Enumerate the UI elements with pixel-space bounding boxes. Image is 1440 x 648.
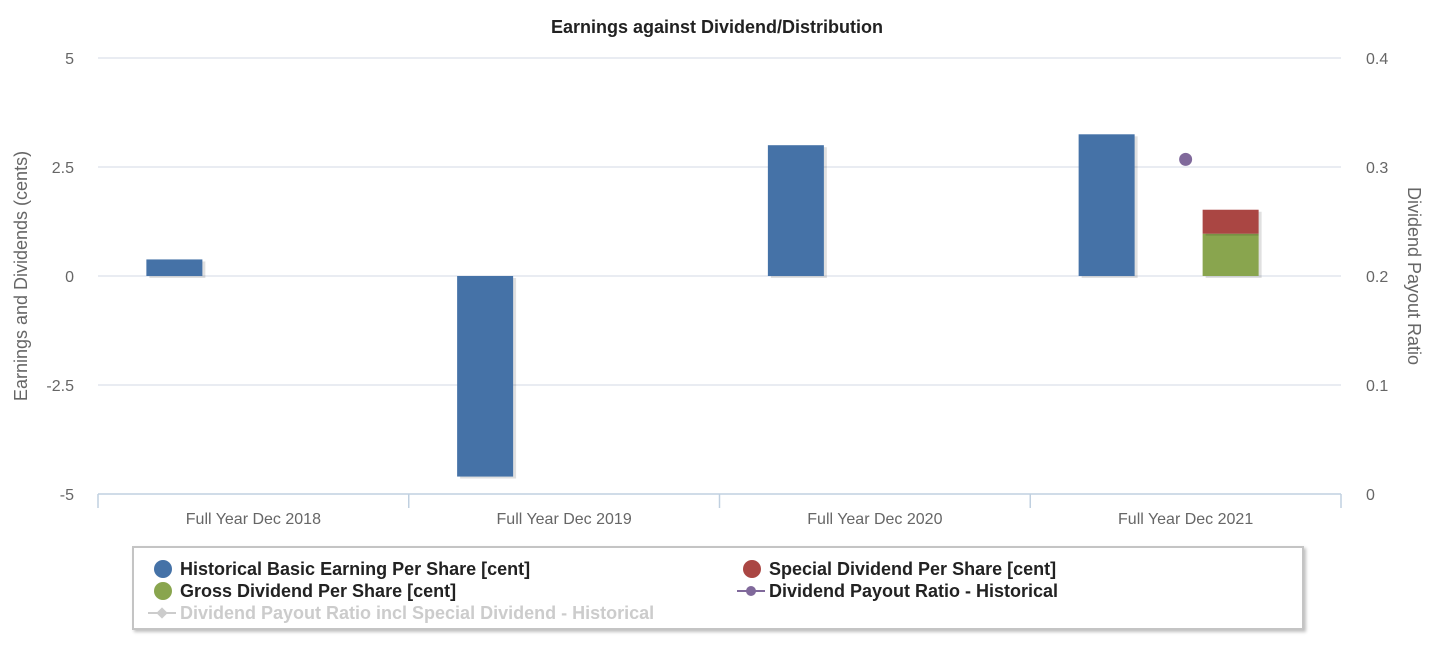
point-payout-ratio[interactable] bbox=[1179, 152, 1193, 166]
y-left-tick-label: -2.5 bbox=[46, 378, 74, 395]
x-tick-label: Full Year Dec 2018 bbox=[186, 511, 321, 528]
legend-marker-earnings-icon bbox=[146, 558, 176, 580]
legend-marker-gross-dividend-icon bbox=[146, 580, 176, 602]
y-axis-left-title: Earnings and Dividends (cents) bbox=[11, 151, 31, 401]
legend-label-payout-ratio: Dividend Payout Ratio - Historical bbox=[769, 580, 1059, 601]
bar-earnings[interactable] bbox=[1078, 134, 1135, 276]
bar-earnings[interactable] bbox=[457, 276, 514, 477]
bar-special-dividend[interactable] bbox=[1202, 209, 1259, 234]
y-right-tick-label: 0.4 bbox=[1366, 51, 1388, 68]
legend: Historical Basic Earning Per Share [cent… bbox=[132, 546, 1304, 630]
y-right-tick-label: 0.2 bbox=[1366, 269, 1388, 286]
y-right-tick-label: 0 bbox=[1366, 487, 1375, 504]
x-axis: Full Year Dec 2018 Full Year Dec 2019 Full… bbox=[97, 493, 1342, 528]
bars bbox=[146, 134, 1262, 479]
x-tick-label: Full Year Dec 2021 bbox=[1118, 511, 1253, 528]
y-axis-left-ticks: 5 2.5 0 -2.5 -5 bbox=[46, 51, 74, 504]
x-tick-label: Full Year Dec 2020 bbox=[807, 511, 942, 528]
legend-label-earnings: Historical Basic Earning Per Share [cent… bbox=[180, 558, 531, 579]
legend-marker-special-dividend-icon bbox=[735, 558, 765, 580]
legend-item-earnings[interactable]: Historical Basic Earning Per Share [cent… bbox=[146, 558, 530, 580]
y-axis-right-ticks: 0.4 0.3 0.2 0.1 0 bbox=[1366, 51, 1388, 504]
y-axis-right-title: Dividend Payout Ratio bbox=[1404, 187, 1424, 365]
legend-label-payout-ratio-incl-special: Dividend Payout Ratio incl Special Divid… bbox=[180, 602, 655, 623]
legend-item-special-dividend[interactable]: Special Dividend Per Share [cent] bbox=[735, 558, 1056, 580]
legend-label-special-dividend: Special Dividend Per Share [cent] bbox=[769, 558, 1057, 579]
y-left-tick-label: 0 bbox=[65, 269, 74, 286]
legend-item-payout-ratio[interactable]: Dividend Payout Ratio - Historical bbox=[735, 580, 1058, 602]
y-left-tick-label: -5 bbox=[60, 487, 74, 504]
chart-title: Earnings against Dividend/Distribution bbox=[551, 17, 883, 37]
gridlines bbox=[98, 57, 1341, 386]
x-tick-label: Full Year Dec 2019 bbox=[497, 511, 632, 528]
legend-item-payout-ratio-incl-special[interactable]: Dividend Payout Ratio incl Special Divid… bbox=[146, 602, 654, 624]
chart: Earnings against Dividend/Distribution F… bbox=[11, 17, 1424, 528]
bar-earnings[interactable] bbox=[767, 145, 824, 276]
legend-label-gross-dividend: Gross Dividend Per Share [cent] bbox=[180, 580, 457, 601]
y-left-tick-label: 5 bbox=[65, 51, 74, 68]
bar-earnings[interactable] bbox=[146, 259, 203, 276]
legend-marker-payout-ratio-icon bbox=[735, 580, 765, 602]
y-right-tick-label: 0.3 bbox=[1366, 160, 1388, 177]
points bbox=[1179, 152, 1193, 166]
legend-item-gross-dividend[interactable]: Gross Dividend Per Share [cent] bbox=[146, 580, 456, 602]
bar-gross-dividend[interactable] bbox=[1202, 233, 1259, 276]
y-left-tick-label: 2.5 bbox=[52, 160, 74, 177]
legend-marker-payout-ratio-incl-special-icon bbox=[146, 602, 176, 624]
y-right-tick-label: 0.1 bbox=[1366, 378, 1388, 395]
